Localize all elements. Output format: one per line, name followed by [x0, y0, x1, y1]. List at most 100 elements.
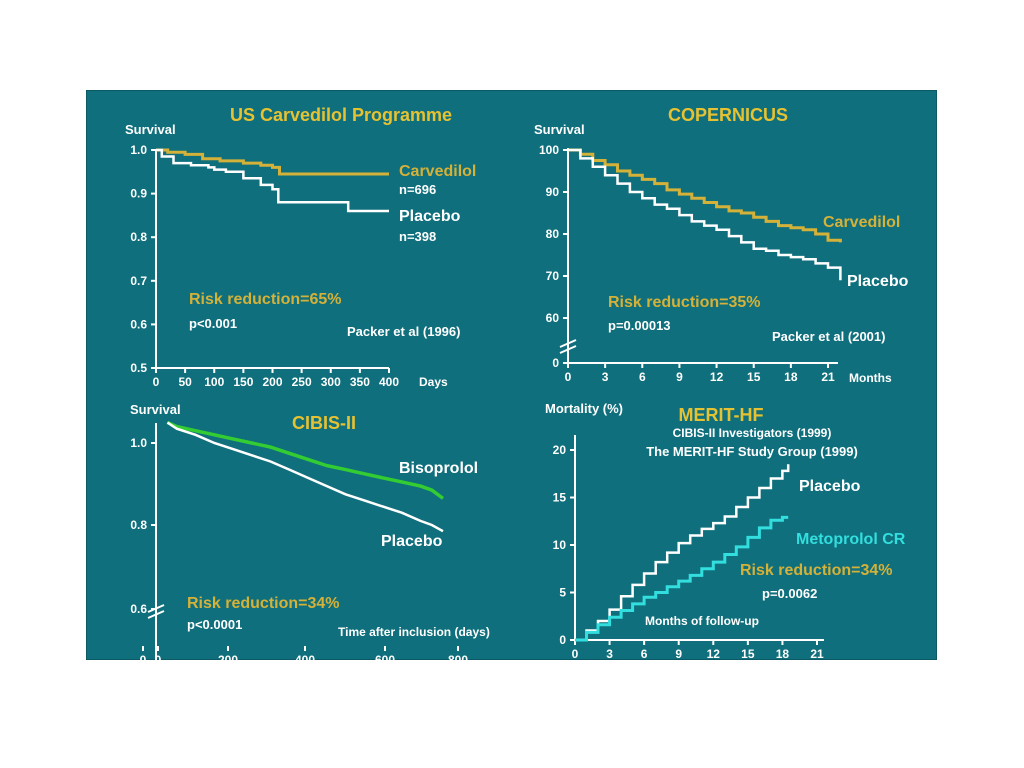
- panel-1-placebo-line: [156, 148, 389, 213]
- panel-4-ylabel: Mortality (%): [545, 401, 623, 416]
- panel-4-ytick-label: 15: [553, 491, 567, 505]
- panel-2-pvalue: p=0.00013: [608, 318, 671, 333]
- panel-2-xtick-label: 18: [784, 370, 798, 384]
- panel-1-ylabel: Survival: [125, 122, 176, 137]
- panel-4-ytick-label: 5: [559, 586, 566, 600]
- panel-3-xlabel: Time after inclusion (days): [338, 625, 490, 639]
- panel-copernicus: COPERNICUS Survival 0 60 70 80 90 100 0 3 6 9 12 1…: [534, 105, 909, 385]
- panel-2-xlabel: Months: [849, 371, 892, 385]
- panel-1-pvalue: p<0.001: [189, 316, 237, 331]
- panel-2-title: COPERNICUS: [668, 105, 788, 125]
- panel-2-xtick-label: 21: [821, 370, 835, 384]
- panel-2-xtick-label: 0: [565, 370, 572, 384]
- panel-3-ylabel: Survival: [130, 402, 181, 417]
- panel-2-ytick-label: 80: [546, 227, 560, 241]
- panel-2-ytick-label: 60: [546, 311, 560, 325]
- panel-2-risk: Risk reduction=35%: [608, 294, 761, 311]
- panel-1-xtick-label: 250: [292, 375, 312, 389]
- panel-2-carvedilol-line: [568, 148, 842, 243]
- panel-1-ytick-label: 0.7: [130, 274, 147, 288]
- panel-4-metoprolol-line: [575, 515, 789, 642]
- panel-3-placebo-label: Placebo: [381, 533, 443, 550]
- panel-1-xtick-label: 300: [321, 375, 341, 389]
- panel-3-ytick-label: 0.6: [130, 602, 147, 616]
- panel-1-placebo-n: n=398: [399, 229, 436, 244]
- panel-4-xlabel: Months of follow-up: [645, 614, 759, 628]
- panel-2-ytick-label: 90: [546, 185, 560, 199]
- panel-1-xtick-label: 0: [153, 375, 160, 389]
- panel-3-placebo-line: [166, 421, 444, 533]
- panel-3-xtick-label: 800: [448, 653, 468, 660]
- panel-4-title: MERIT-HF: [679, 405, 764, 425]
- panel-1-carvedilol-line: [156, 148, 389, 176]
- panel-cibis-ii: CIBIS-II Survival 0.6 0.8 1.0 0 0 200 400 600 8…: [130, 402, 490, 660]
- panel-1-ytick-label: 0.6: [130, 317, 147, 331]
- panel-1-placebo-label: Placebo: [399, 208, 461, 225]
- panel-3-ytick-label: 0.8: [130, 518, 147, 532]
- panel-1-title: US Carvedilol Programme: [230, 105, 452, 125]
- panel-4-xtick-label: 15: [741, 647, 755, 660]
- panel-us-carvedilol: US Carvedilol Programme Survival 0.5 0.6 0…: [125, 105, 476, 389]
- panel-1-ytick-label: 0.5: [130, 361, 147, 375]
- panel-4-xtick-label: 12: [707, 647, 721, 660]
- panel-1-ytick-label: 0.9: [130, 187, 147, 201]
- panel-4-placebo-line: [575, 464, 790, 642]
- panel-2-carvedilol-label: Carvedilol: [823, 214, 900, 231]
- panel-4-xtick-label: 18: [776, 647, 790, 660]
- panel-3-xtick-label: 600: [375, 653, 395, 660]
- panel-2-xtick-label: 3: [602, 370, 609, 384]
- panel-2-ytick-label: 0: [552, 356, 559, 370]
- panel-2-xtick-label: 6: [639, 370, 646, 384]
- panel-3-bisoprolol-line: [166, 420, 445, 500]
- panel-3-title: CIBIS-II: [292, 413, 356, 433]
- panel-1-xtick-label: 100: [204, 375, 224, 389]
- panel-4-ytick-label: 10: [553, 538, 567, 552]
- panel-3-reference: CIBIS-II Investigators (1999): [673, 426, 832, 440]
- panel-2-reference: Packer et al (2001): [772, 329, 885, 344]
- slide-panel: US Carvedilol Programme Survival 0.5 0.6 0…: [86, 90, 937, 660]
- panel-1-xtick-label: 200: [262, 375, 282, 389]
- panel-1-xtick-label: 150: [233, 375, 253, 389]
- panel-2-ytick-label: 100: [539, 143, 559, 157]
- panel-1-ytick-label: 1.0: [130, 143, 147, 157]
- panel-3-xtick-label: 200: [218, 653, 238, 660]
- panel-merit-hf: MERIT-HF Mortality (%) CIBIS-II Investig…: [545, 401, 906, 660]
- panel-4-ytick-label: 0: [559, 633, 566, 647]
- panel-4-placebo-label: Placebo: [799, 478, 861, 495]
- panel-1-risk: Risk reduction=65%: [189, 291, 342, 308]
- panel-3-risk: Risk reduction=34%: [187, 595, 340, 612]
- panel-4-ytick-label: 20: [553, 443, 567, 457]
- panel-2-ylabel: Survival: [534, 122, 585, 137]
- panel-3-bisoprolol-label: Bisoprolol: [399, 460, 478, 477]
- panel-2-xtick-label: 9: [676, 370, 683, 384]
- panel-1-xlabel: Days: [419, 375, 448, 389]
- panel-4-xtick-label: 9: [675, 647, 682, 660]
- panel-2-xtick-label: 12: [710, 370, 724, 384]
- panel-1-reference: Packer et al (1996): [347, 324, 460, 339]
- panel-4-xtick-label: 0: [572, 647, 579, 660]
- panel-4-pvalue: p=0.0062: [762, 586, 817, 601]
- panel-1-carvedilol-label: Carvedilol: [399, 163, 476, 180]
- panel-1-ytick-label: 0.8: [130, 230, 147, 244]
- panel-3-xtick-label: 0: [155, 653, 162, 660]
- panel-3-ytick-label: 1.0: [130, 436, 147, 450]
- panel-2-axis-break: [559, 339, 577, 354]
- panel-3-xtick-label: 400: [295, 653, 315, 660]
- panel-2-xtick-label: 15: [747, 370, 761, 384]
- panel-4-xtick-label: 6: [641, 647, 648, 660]
- panel-1-xtick-label: 50: [178, 375, 192, 389]
- panel-2-placebo-label: Placebo: [847, 273, 909, 290]
- panel-4-xtick-label: 21: [810, 647, 824, 660]
- panel-4-xtick-label: 3: [606, 647, 613, 660]
- panel-4-risk: Risk reduction=34%: [740, 562, 893, 579]
- panel-4-metoprolol-label: Metoprolol CR: [796, 531, 906, 548]
- chart-canvas: US Carvedilol Programme Survival 0.5 0.6 0…: [125, 105, 909, 660]
- panel-4-reference: The MERIT-HF Study Group (1999): [646, 444, 858, 459]
- panel-3-pvalue: p<0.0001: [187, 617, 242, 632]
- panel-2-placebo-line: [568, 148, 842, 281]
- panel-1-xtick-label: 350: [350, 375, 370, 389]
- panel-1-carvedilol-n: n=696: [399, 182, 436, 197]
- panel-1-xtick-label: 400: [379, 375, 399, 389]
- panel-3-xtick-label: 0: [140, 653, 147, 660]
- panel-2-ytick-label: 70: [546, 269, 560, 283]
